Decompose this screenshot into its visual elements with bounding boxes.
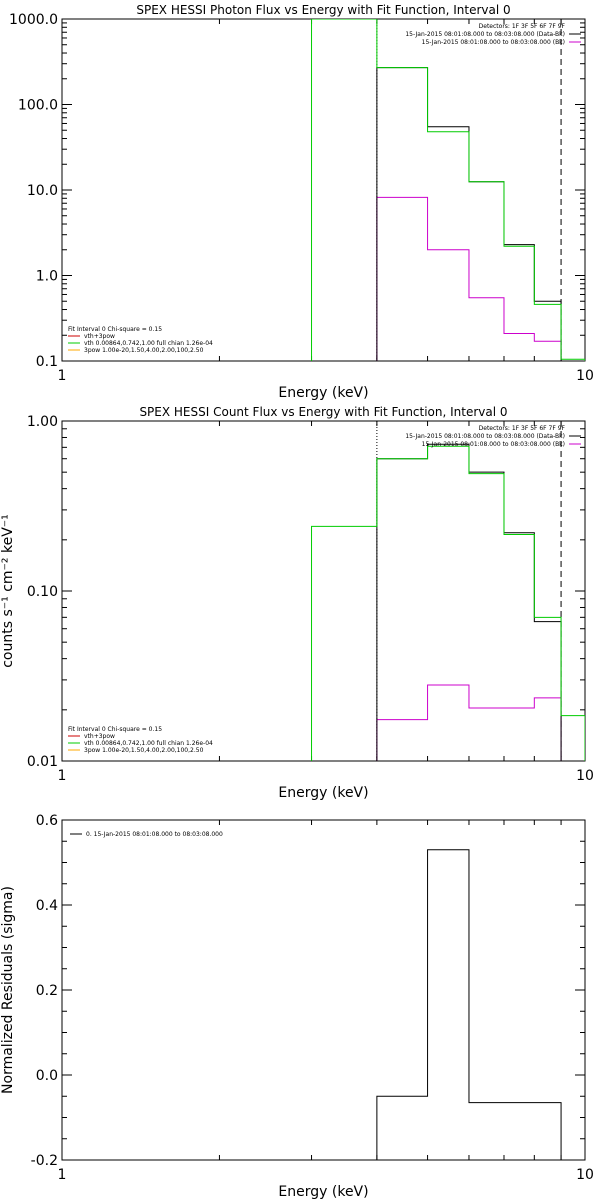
x-tick-label: 1 bbox=[58, 368, 67, 384]
y-tick-label: 1000.0 bbox=[9, 12, 58, 28]
legend-text: Fit Interval 0 Chi-square = 0.15 bbox=[68, 326, 162, 333]
plot-frame bbox=[61, 420, 586, 762]
x-tick-label: 10 bbox=[576, 368, 594, 384]
x-axis-label: Energy (keV) bbox=[278, 785, 368, 801]
plot-data bbox=[376, 849, 562, 1160]
legend-text: vth+3pow bbox=[84, 733, 115, 740]
x-tick-label: 10 bbox=[576, 768, 594, 784]
series-background-histogram bbox=[376, 684, 562, 761]
header-text: Detectors: 1F 3F 5F 6F 7F 9F bbox=[479, 23, 566, 30]
plot-data bbox=[311, 19, 585, 361]
y-tick-label: 0.6 bbox=[36, 813, 58, 829]
y-tick-label: 0.4 bbox=[36, 898, 58, 914]
series-data-histogram bbox=[376, 443, 562, 761]
legend-text: 0. 15-Jan-2015 08:01:08.000 to 08:03:08.… bbox=[86, 831, 223, 838]
header-text: 15-Jan-2015 08:01:08.000 to 08:03:08.000… bbox=[405, 31, 565, 38]
chart-panel-2: SPEX HESSI Count Flux vs Energy with Fit… bbox=[0, 405, 594, 801]
chart-title: SPEX HESSI Count Flux vs Energy with Fit… bbox=[139, 405, 507, 419]
series-background-histogram bbox=[376, 196, 562, 361]
legend-text: 3pow 1.00e-20,1.50,4.00,2.00,100,2.50 bbox=[84, 747, 204, 754]
legend-text: vth+3pow bbox=[84, 333, 115, 340]
series-fit-histogram bbox=[311, 19, 585, 361]
x-axis-label: Energy (keV) bbox=[278, 1184, 368, 1200]
y-tick-label: 1.00 bbox=[27, 414, 58, 430]
chart-title: SPEX HESSI Photon Flux vs Energy with Fi… bbox=[136, 3, 510, 17]
y-tick-label: 1.0 bbox=[36, 269, 58, 285]
x-tick-label: 1 bbox=[58, 768, 67, 784]
header-text: 15-Jan-2015 08:01:08.000 to 08:03:08.000… bbox=[422, 39, 565, 46]
y-tick-label: 0.1 bbox=[36, 354, 58, 370]
chart-panel-3: -0.2 0.0 0.2 0.4 0.6 1 10 Energy (keV) Normalize… bbox=[0, 813, 594, 1200]
series-fit-histogram bbox=[311, 445, 585, 761]
y-tick-label: 0.01 bbox=[27, 754, 58, 770]
y-axis-label: Normalized Residuals (sigma) bbox=[0, 886, 16, 1094]
plot-frame bbox=[61, 18, 586, 362]
header-text: 15-Jan-2015 08:01:08.000 to 08:03:08.000… bbox=[422, 441, 565, 448]
plot-data bbox=[311, 421, 585, 761]
legend-text: 3pow 1.00e-20,1.50,4.00,2.00,100,2.50 bbox=[84, 347, 204, 354]
chart-panel-1: SPEX HESSI Photon Flux vs Energy with Fi… bbox=[9, 3, 594, 401]
y-tick-label: 0.2 bbox=[36, 983, 58, 999]
legend-text: vth 0.00864,0.742,1.00 full chian 1.26e-… bbox=[84, 740, 213, 747]
legend-text: Fit Interval 0 Chi-square = 0.15 bbox=[68, 726, 162, 733]
y-tick-label: 100.0 bbox=[18, 98, 58, 114]
header-text: Detectors: 1F 3F 5F 6F 7F 9F bbox=[479, 425, 566, 432]
series-data-histogram bbox=[376, 67, 562, 361]
y-tick-label: 0.0 bbox=[36, 1068, 58, 1084]
x-axis-label: Energy (keV) bbox=[278, 385, 368, 401]
y-tick-label: 0.10 bbox=[27, 584, 58, 600]
header-text: 15-Jan-2015 08:01:08.000 to 08:03:08.000… bbox=[405, 433, 565, 440]
series-data-histogram bbox=[376, 849, 562, 1160]
y-axis-label: counts s⁻¹ cm⁻² keV⁻¹ bbox=[0, 514, 16, 668]
x-tick-label: 1 bbox=[58, 1167, 67, 1183]
x-tick-label: 10 bbox=[576, 1167, 594, 1183]
legend-text: vth 0.00864,0.742,1.00 full chian 1.26e-… bbox=[84, 340, 213, 347]
y-tick-label: -0.2 bbox=[31, 1153, 58, 1169]
plot-frame bbox=[61, 819, 586, 1161]
y-tick-label: 10.0 bbox=[27, 183, 58, 199]
